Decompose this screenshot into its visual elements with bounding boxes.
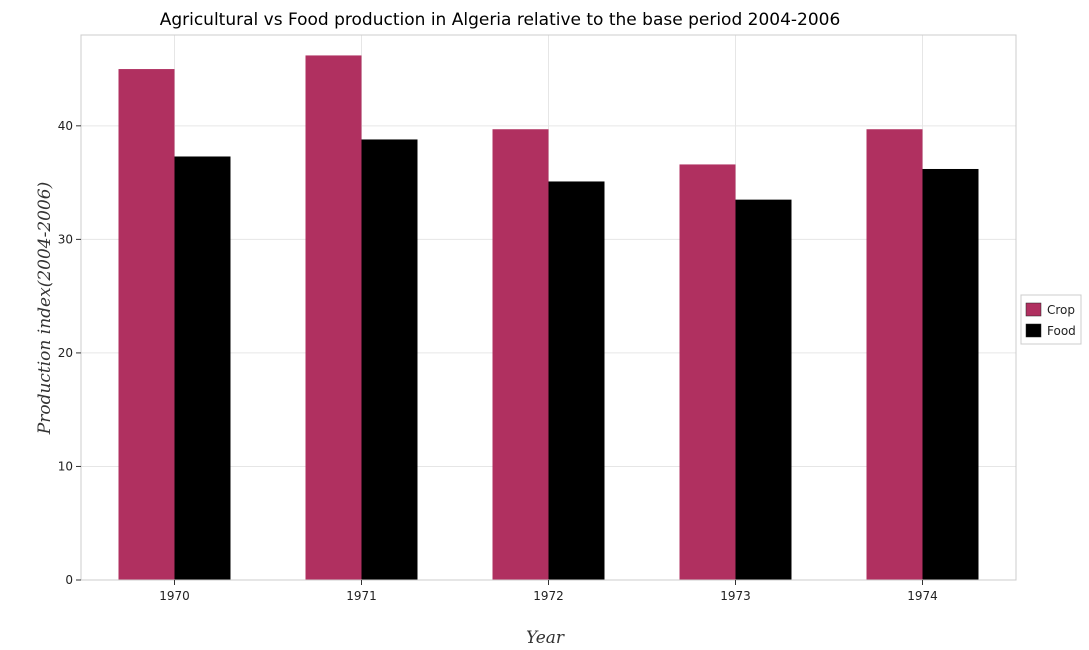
- y-axis-label: Production index(2004-2006): [35, 182, 55, 435]
- x-tick-label: 1974: [907, 589, 938, 603]
- y-tick-label: 30: [58, 232, 73, 246]
- bar-food-1972: [549, 181, 605, 580]
- x-tick-label: 1972: [533, 589, 564, 603]
- x-tick-label: 1973: [720, 589, 751, 603]
- bar-food-1971: [362, 139, 418, 580]
- bar-food-1970: [175, 156, 231, 580]
- bar-crop-1974: [867, 129, 923, 580]
- bar-crop-1972: [493, 129, 549, 580]
- bar-food-1973: [736, 200, 792, 580]
- x-axis-ticks: 1970 1971 1972 1973 1974: [159, 580, 938, 603]
- x-tick-label: 1970: [159, 589, 190, 603]
- x-tick-label: 1971: [346, 589, 377, 603]
- legend-swatch-crop: [1026, 303, 1041, 316]
- chart-title: Agricultural vs Food production in Alger…: [160, 10, 841, 30]
- legend-swatch-food: [1026, 324, 1041, 337]
- bar-crop-1973: [680, 164, 736, 580]
- legend-label-food: Food: [1047, 324, 1076, 338]
- x-axis-label: Year: [526, 628, 565, 648]
- y-axis-ticks: 0 10 20 30 40: [58, 119, 81, 587]
- y-tick-label: 0: [65, 573, 73, 587]
- y-tick-label: 40: [58, 119, 73, 133]
- bar-food-1974: [923, 169, 979, 580]
- y-tick-label: 20: [58, 346, 73, 360]
- bar-crop-1970: [119, 69, 175, 580]
- bars: [119, 55, 979, 580]
- legend: Crop Food: [1021, 295, 1081, 344]
- y-tick-label: 10: [58, 459, 73, 473]
- bar-crop-1971: [306, 55, 362, 580]
- legend-label-crop: Crop: [1047, 303, 1075, 317]
